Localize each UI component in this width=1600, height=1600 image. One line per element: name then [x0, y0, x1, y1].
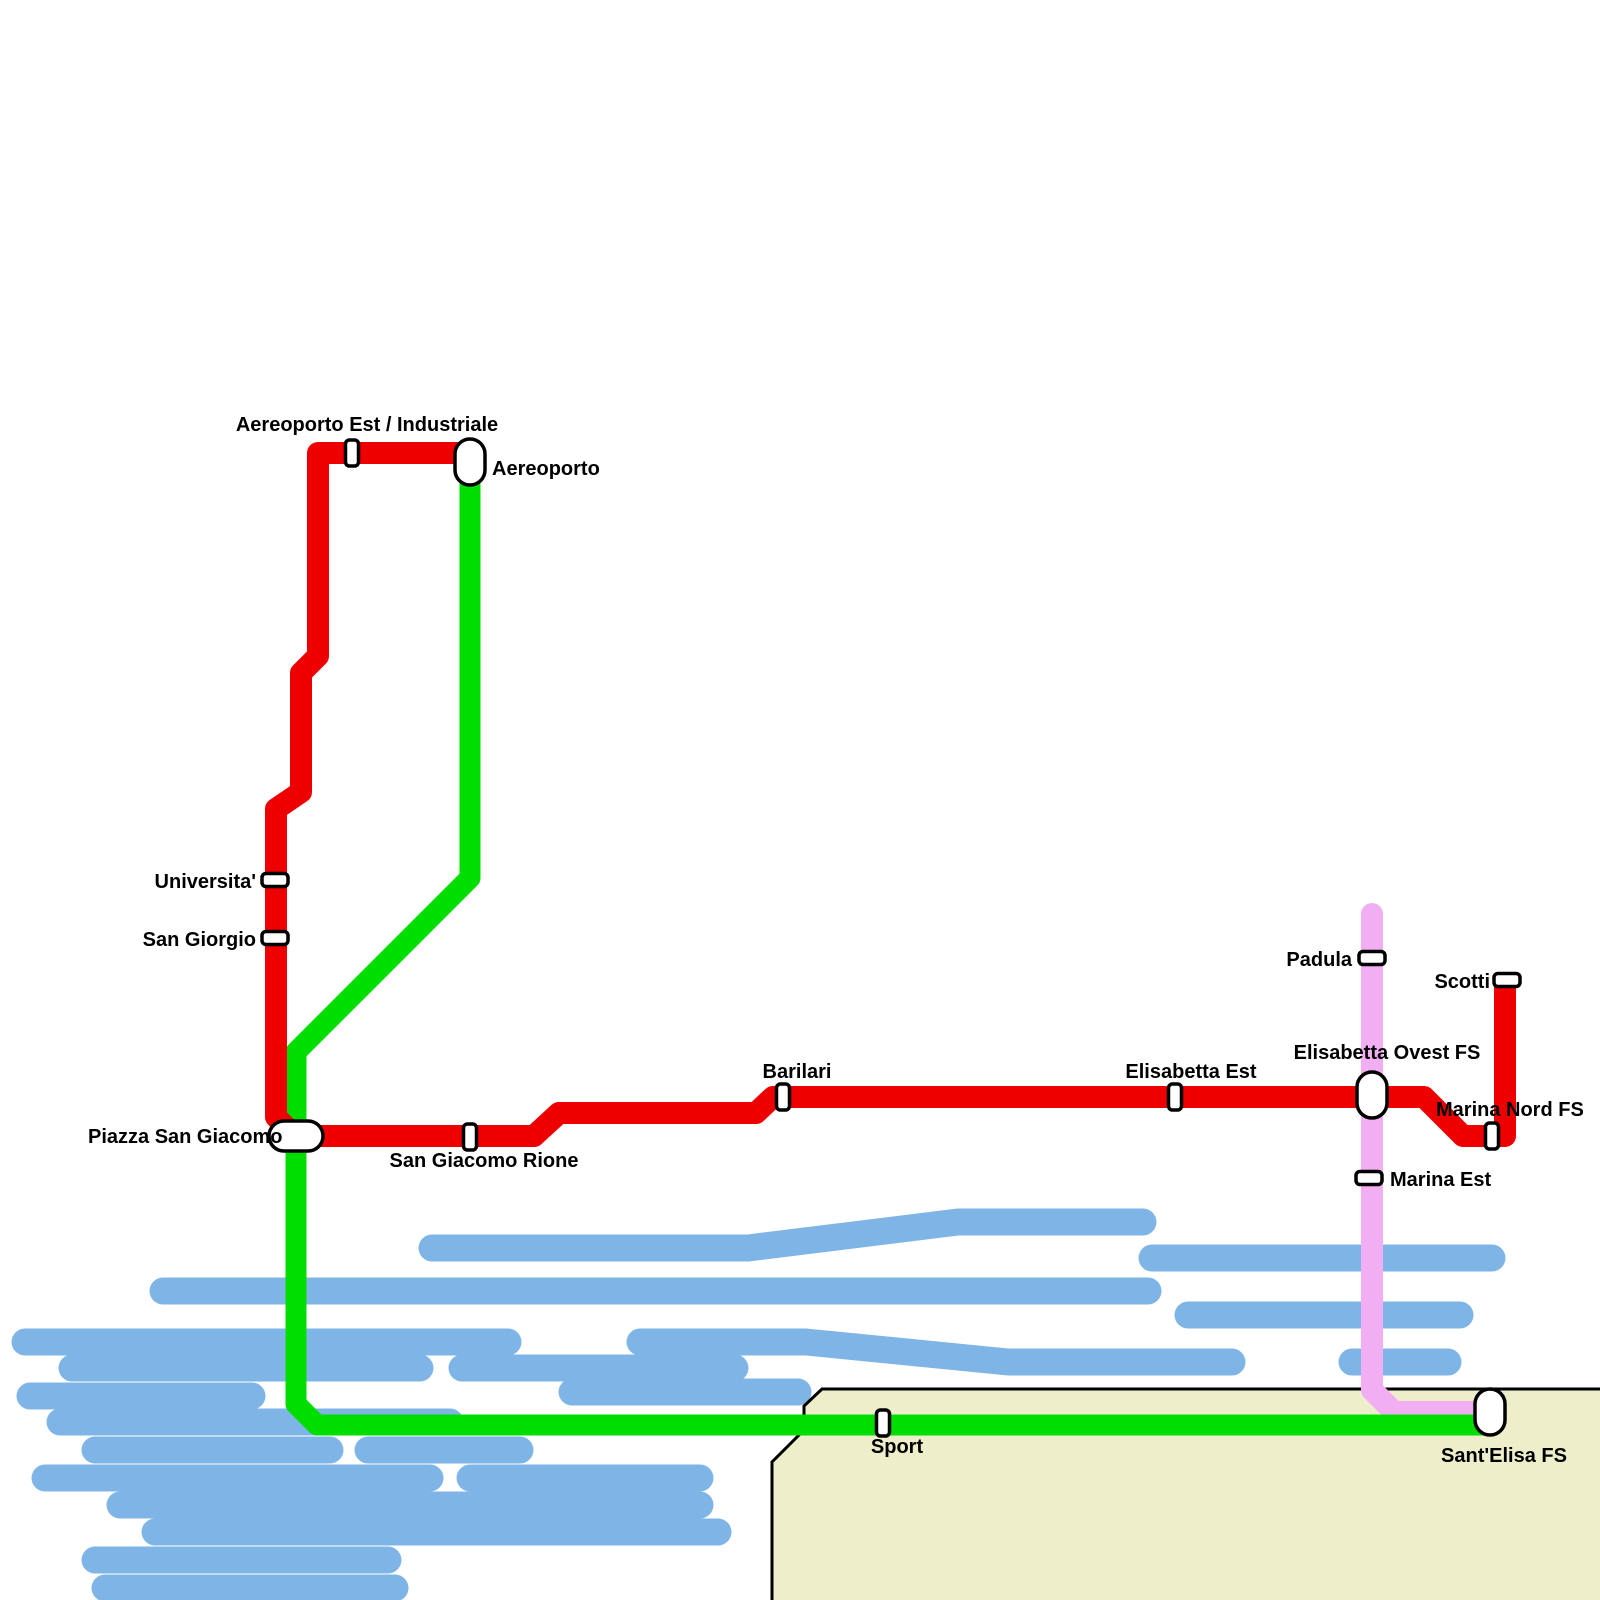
- station-label-scotti: Scotti: [1434, 971, 1490, 993]
- station-label-marina-est: Marina Est: [1390, 1169, 1491, 1191]
- station-marker-sport: [874, 1408, 892, 1438]
- station-marker-piazza-san-giacomo: [267, 1119, 325, 1153]
- station-marker-elisabetta-ovest-fs: [1355, 1070, 1389, 1120]
- station-marker-san-giorgio: [260, 929, 290, 947]
- river-channel: [626, 1328, 1246, 1376]
- station-marker-sant-elisa-fs: [1473, 1387, 1507, 1437]
- station-label-sport: Sport: [871, 1436, 924, 1458]
- station-marker-aereoporto: [453, 437, 487, 487]
- station-marker-elisabetta-est: [1166, 1082, 1184, 1112]
- station-label-aereoporto-est-industriale: Aereoporto Est / Industriale: [236, 414, 498, 436]
- station-label-piazza-san-giacomo: Piazza San Giacomo: [88, 1126, 283, 1148]
- station-label-aereoporto: Aereoporto: [492, 458, 600, 480]
- station-label-elisabetta-est: Elisabetta Est: [1125, 1061, 1257, 1083]
- station-marker-scotti: [1492, 971, 1522, 989]
- station-label-sant-elisa-fs: Sant'Elisa FS: [1441, 1445, 1567, 1467]
- station-marker-san-giacomo-rione: [461, 1122, 479, 1152]
- station-label-elisabetta-ovest-fs: Elisabetta Ovest FS: [1294, 1042, 1481, 1064]
- pink-line: [1361, 903, 1493, 1423]
- river-water: [11, 1208, 1506, 1600]
- station-label-san-giorgio: San Giorgio: [143, 929, 256, 951]
- station-labels: Aereoporto Est / Industriale Aereoporto …: [88, 414, 1584, 1467]
- station-marker-marina-nord-fs: [1483, 1121, 1501, 1151]
- station-marker-marina-est: [1354, 1169, 1384, 1187]
- station-label-san-giacomo-rione: San Giacomo Rione: [390, 1150, 579, 1172]
- station-marker-universita: [260, 871, 290, 889]
- station-marker-padula: [1357, 949, 1387, 967]
- station-label-barilari: Barilari: [763, 1061, 832, 1083]
- station-markers: [260, 437, 1522, 1438]
- district-area: [772, 1389, 1600, 1600]
- green-line: [285, 451, 1499, 1436]
- station-label-padula: Padula: [1286, 949, 1352, 971]
- station-marker-barilari: [774, 1082, 792, 1112]
- river-channel: [418, 1208, 1157, 1262]
- red-line: [265, 442, 1516, 1147]
- station-label-marina-nord-fs: Marina Nord FS: [1436, 1099, 1584, 1121]
- station-marker-aereoporto-est-industriale: [343, 438, 361, 468]
- station-label-universita: Universita': [155, 871, 256, 893]
